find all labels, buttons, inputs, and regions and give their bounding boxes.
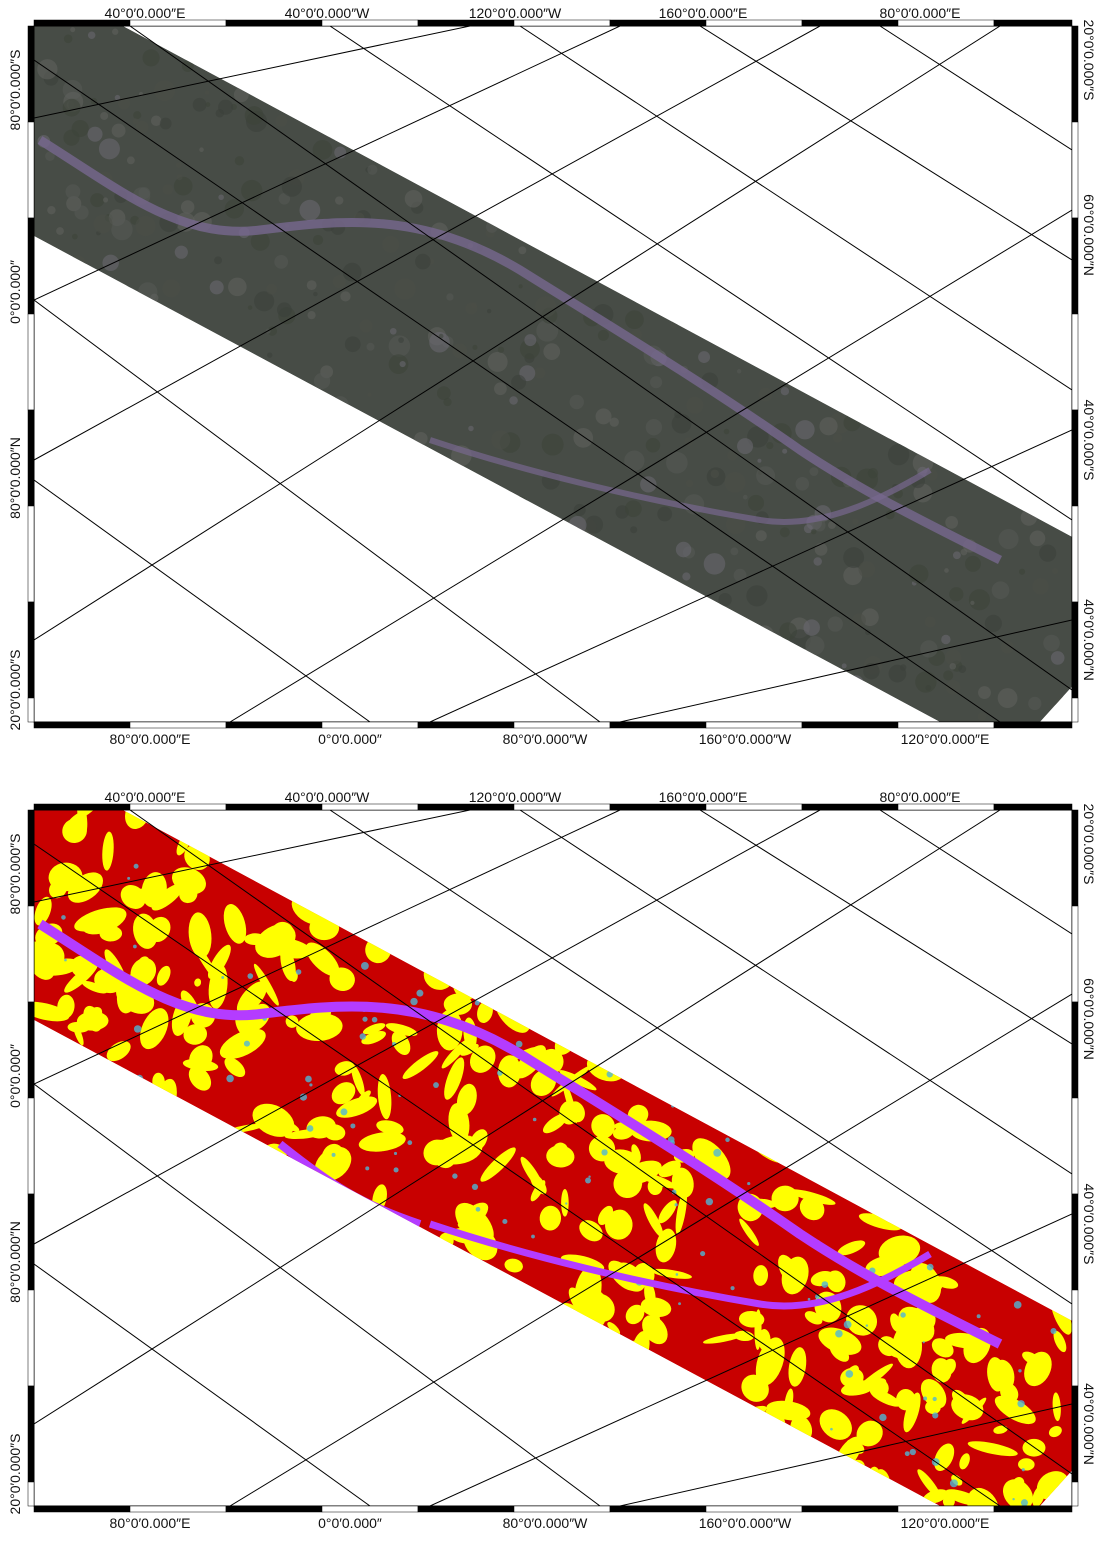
left-graticule-label: 80°0′0.000″N [7, 437, 23, 519]
graticule-line [429, 1213, 1072, 1506]
bottom-graticule-label: 80°0′0.000″W [503, 731, 589, 747]
graticule-line [34, 810, 621, 1085]
graticule-line [129, 26, 1072, 691]
top-graticule-label: 40°0′0.000″E [105, 789, 186, 805]
top-graticule-label: 40°0′0.000″E [105, 5, 186, 21]
graticule-line [229, 993, 1072, 1506]
classification-map: 40°0′0.000″E 40°0′0.000″W 120°0′0.000″W 160… [7, 789, 1097, 1531]
graticule-line [519, 810, 1072, 1175]
graticule-line [329, 810, 1072, 1305]
graticule-line [699, 810, 1072, 1045]
bottom-graticule-label: 80°0′0.000″E [110, 1515, 191, 1531]
graticule-line [879, 26, 1072, 151]
top-graticule-label: 40°0′0.000″W [285, 789, 371, 805]
left-graticule-label: 80°0′0.000″S [7, 50, 23, 131]
graticule-line [699, 26, 1072, 261]
left-graticule-label: 20°0′0.000″S [7, 650, 23, 731]
satellite-image-strip [34, 26, 1078, 722]
graticule-line [34, 1083, 601, 1506]
bottom-graticule-label: 80°0′0.000″E [110, 731, 191, 747]
right-graticule-label: 40°0′0.000″S [1081, 1184, 1097, 1265]
graticule-line [879, 810, 1072, 935]
classified-image-strip [34, 810, 1078, 1506]
graticule-line [34, 1263, 371, 1506]
top-graticule-label: 160°0′0.000″E [659, 5, 748, 21]
graticule-line [34, 299, 601, 722]
classification-map-panel: 40°0′0.000″E 40°0′0.000″W 120°0′0.000″W 160… [0, 784, 1102, 1536]
graticule [34, 26, 1072, 722]
left-graticule-label: 80°0′0.000″S [7, 834, 23, 915]
top-graticule-label: 40°0′0.000″W [285, 5, 371, 21]
left-graticule-label: 0°0′0.000″ [7, 260, 23, 324]
graticule [34, 810, 1072, 1506]
top-graticule-label: 120°0′0.000″W [469, 789, 562, 805]
top-graticule-label: 160°0′0.000″E [659, 789, 748, 805]
graticule-line [34, 59, 1001, 722]
rgb-image-map-panel: 40°0′0.000″E 40°0′0.000″W 120°0′0.000″W 160… [0, 0, 1102, 752]
bottom-graticule-label: 80°0′0.000″W [503, 1515, 589, 1531]
top-graticule-label: 80°0′0.000″E [880, 789, 961, 805]
right-graticule-label: 20°0′0.000″S [1081, 20, 1097, 101]
graticule-line [34, 26, 821, 461]
rgb-image-map: 40°0′0.000″E 40°0′0.000″W 120°0′0.000″W 160… [7, 5, 1097, 747]
graticule-line [229, 209, 1072, 722]
graticule-line [34, 810, 1001, 1425]
graticule-line [34, 26, 471, 119]
left-graticule-label: 20°0′0.000″S [7, 1434, 23, 1515]
bottom-graticule-label: 160°0′0.000″W [699, 731, 792, 747]
graticule-line [34, 810, 821, 1245]
graticule-line [34, 810, 471, 903]
graticule-line [429, 429, 1072, 722]
right-graticule-label: 40°0′0.000″S [1081, 400, 1097, 481]
graticule-line [34, 843, 1001, 1506]
left-graticule-label: 0°0′0.000″ [7, 1044, 23, 1108]
graticule-line [34, 26, 621, 301]
bottom-graticule-label: 0°0′0.000″ [318, 731, 382, 747]
graticule-line [519, 26, 1072, 391]
top-graticule-label: 80°0′0.000″E [880, 5, 961, 21]
right-graticule-label: 60°0′0.000″N [1081, 978, 1097, 1060]
right-graticule-label: 40°0′0.000″N [1081, 1383, 1097, 1465]
graticule-line [34, 26, 1001, 641]
graticule-line [329, 26, 1072, 521]
map-frame [27, 803, 1079, 1513]
left-graticule-label: 80°0′0.000″N [7, 1221, 23, 1303]
bottom-graticule-label: 120°0′0.000″E [901, 1515, 990, 1531]
bottom-graticule-label: 0°0′0.000″ [318, 1515, 382, 1531]
bottom-graticule-label: 160°0′0.000″W [699, 1515, 792, 1531]
map-frame [27, 19, 1079, 729]
right-graticule-label: 20°0′0.000″S [1081, 804, 1097, 885]
top-graticule-label: 120°0′0.000″W [469, 5, 562, 21]
bottom-graticule-label: 120°0′0.000″E [901, 731, 990, 747]
graticule-line [129, 810, 1072, 1475]
graticule-line [34, 479, 371, 722]
right-graticule-label: 40°0′0.000″N [1081, 599, 1097, 681]
right-graticule-label: 60°0′0.000″N [1081, 194, 1097, 276]
